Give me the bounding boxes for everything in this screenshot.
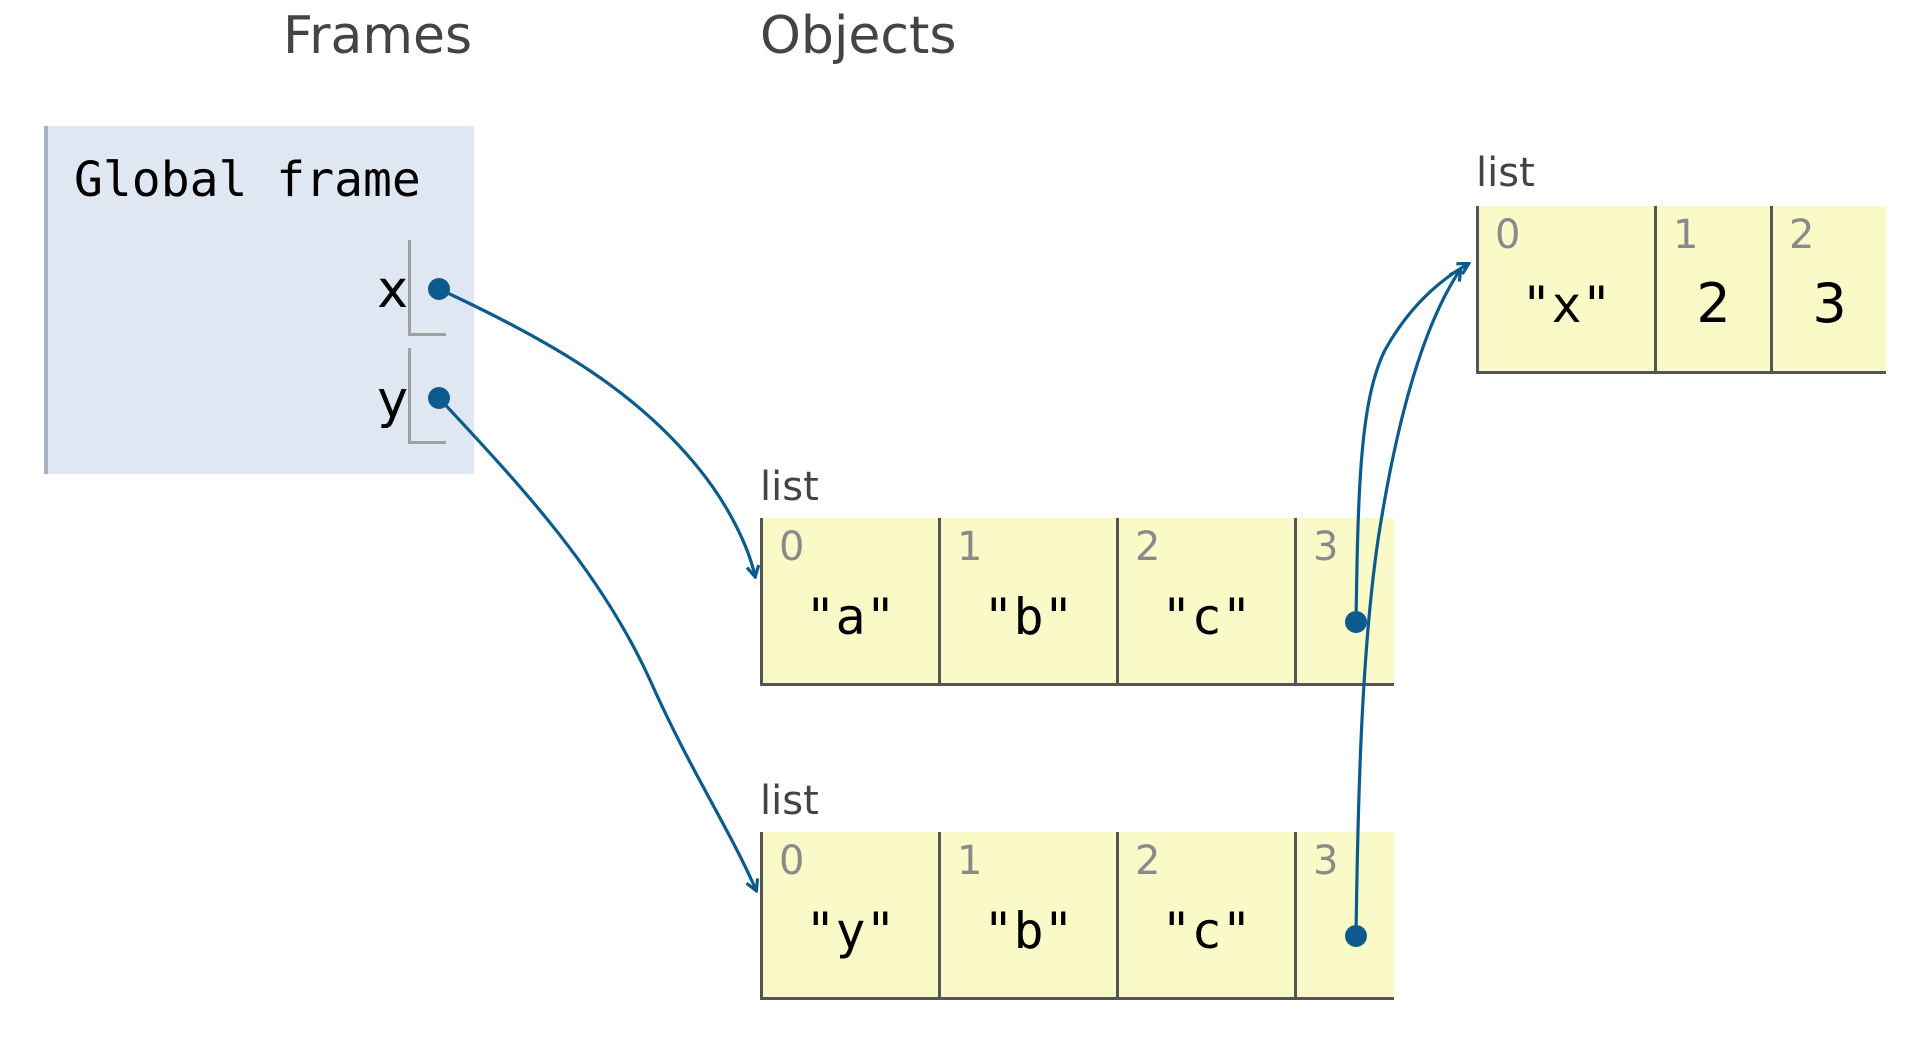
list-x-label: list: [760, 464, 819, 510]
list-x-cell-0: 0 "a": [760, 518, 938, 686]
list-y-cell-0: 0 "y": [760, 832, 938, 1000]
list-inner-value-0: "x": [1521, 276, 1612, 334]
list-inner-index-2: 2: [1789, 212, 1815, 258]
list-inner-value-2: 3: [1812, 272, 1847, 335]
global-frame-title: Global frame: [74, 152, 421, 208]
variable-x-pointer-box: [408, 240, 446, 336]
list-inner-cell-1: 1 2: [1654, 206, 1770, 374]
list-inner-cell-2: 2 3: [1770, 206, 1886, 374]
list-y-value-0: "y": [805, 902, 896, 960]
list-inner-label: list: [1476, 150, 1535, 196]
list-x-cell-1: 1 "b": [938, 518, 1116, 686]
list-x-index-1: 1: [957, 524, 983, 570]
arrow-y-to-list: [437, 396, 756, 890]
list-y-index-1: 1: [957, 838, 983, 884]
list-x-index-3: 3: [1313, 524, 1339, 570]
list-inner-index-1: 1: [1673, 212, 1699, 258]
list-y-index-0: 0: [779, 838, 805, 884]
global-frame: Global frame x y: [44, 126, 474, 474]
list-x-cell-3: 3: [1294, 518, 1394, 686]
variable-y-name: y: [377, 370, 408, 430]
list-x-value-2: "c": [1161, 588, 1252, 646]
list-x-index-2: 2: [1135, 524, 1161, 570]
arrow-x-to-list: [438, 287, 755, 576]
list-x-value-0: "a": [805, 588, 896, 646]
objects-header: Objects: [760, 6, 957, 66]
list-y-cell-2: 2 "c": [1116, 832, 1294, 1000]
list-y-value-1: "b": [983, 902, 1074, 960]
list-inner-index-0: 0: [1495, 212, 1521, 258]
list-y-index-2: 2: [1135, 838, 1161, 884]
list-x-index-0: 0: [779, 524, 805, 570]
variable-y-pointer-box: [408, 348, 446, 444]
list-y-cell-1: 1 "b": [938, 832, 1116, 1000]
variable-x-name: x: [377, 260, 408, 320]
list-x: 0 "a" 1 "b" 2 "c" 3: [760, 518, 1394, 686]
list-y-cell-3: 3: [1294, 832, 1394, 1000]
list-inner: 0 "x" 1 2 2 3: [1476, 206, 1886, 374]
list-x-cell-2: 2 "c": [1116, 518, 1294, 686]
list-inner-cell-0: 0 "x": [1476, 206, 1654, 374]
list-y-index-3: 3: [1313, 838, 1339, 884]
list-x-value-1: "b": [983, 588, 1074, 646]
list-inner-value-1: 2: [1696, 272, 1731, 335]
list-y: 0 "y" 1 "b" 2 "c" 3: [760, 832, 1394, 1000]
list-y-label: list: [760, 778, 819, 824]
frames-header: Frames: [283, 6, 473, 66]
list-y-value-2: "c": [1161, 902, 1252, 960]
